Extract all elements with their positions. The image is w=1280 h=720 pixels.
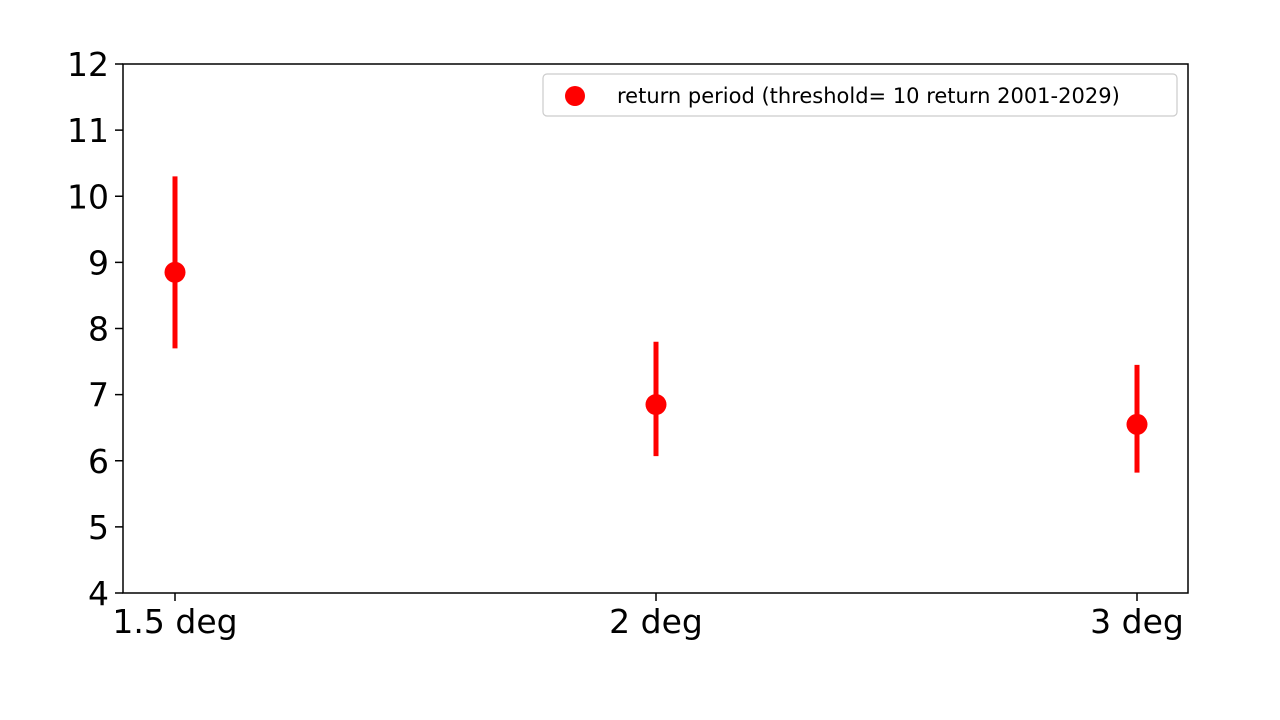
x-tick-label: 1.5 deg [112, 602, 237, 641]
legend-label: return period (threshold= 10 return 2001… [617, 84, 1120, 108]
y-axis: 4 5 6 7 8 9 10 11 12 [67, 45, 123, 613]
plot-area [122, 63, 1189, 594]
y-tick-label: 9 [88, 243, 109, 282]
y-tick-label: 10 [67, 177, 109, 216]
y-tick-label: 6 [88, 442, 109, 481]
data-point [164, 261, 186, 283]
x-tick-label: 2 deg [609, 602, 703, 641]
data-point [1126, 413, 1148, 435]
legend-box [542, 73, 1178, 117]
y-tick-label: 7 [88, 376, 109, 415]
y-tick-label: 4 [88, 574, 109, 613]
data-layer [164, 176, 1148, 473]
y-tick-label: 11 [67, 111, 109, 150]
data-point [645, 394, 667, 416]
legend: return period (threshold= 10 return 2001… [542, 73, 1178, 117]
x-tick-label: 3 deg [1090, 602, 1184, 641]
y-tick-label: 8 [88, 310, 109, 349]
x-axis: 1.5 deg 2 deg 3 deg [112, 593, 1184, 641]
legend-marker [565, 86, 585, 106]
y-tick-label: 12 [67, 45, 109, 84]
y-tick-label: 5 [88, 508, 109, 547]
